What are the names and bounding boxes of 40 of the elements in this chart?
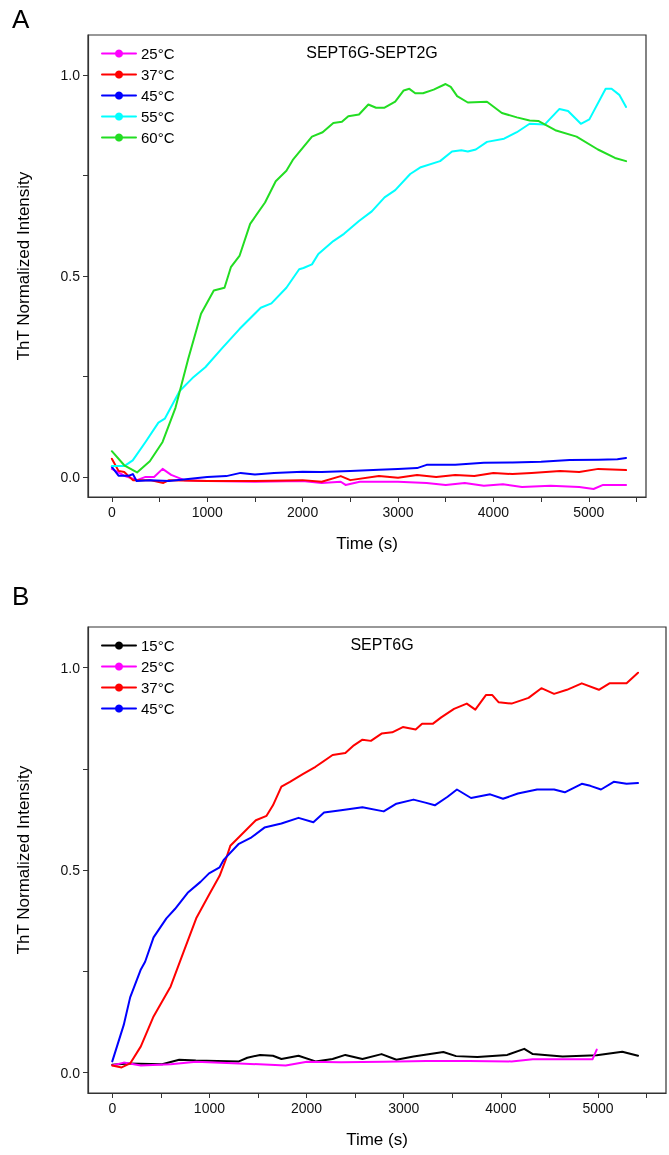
line-series (111, 1048, 598, 1067)
text: A (12, 4, 30, 34)
text: B (12, 581, 30, 611)
text: SEPT6G-SEPT2G (306, 43, 438, 61)
y-axis-title: ThT Normalized Intensity (14, 765, 33, 955)
x-tick-label: 1000 (191, 504, 224, 520)
y-tick-label: 0.0 (60, 1064, 81, 1081)
y-tick-label: 1.0 (60, 67, 81, 84)
x-axis-title: Time (s) (336, 534, 398, 553)
legend-label: 15°C (141, 637, 175, 654)
y-tick-label: 0.5 (60, 268, 81, 285)
x-tick-label: 4000 (485, 1100, 517, 1116)
x-tick-label: 1000 (193, 1100, 226, 1116)
y-axis-title: ThT Normalized Intensity (14, 171, 33, 361)
x-tick-label: 3000 (382, 504, 414, 520)
legend-label: 45°C (141, 700, 175, 717)
line-series (111, 671, 640, 1069)
legend-label: 25°C (141, 45, 175, 62)
x-tick-label: 0 (108, 1100, 117, 1116)
x-tick-label: 3000 (388, 1100, 420, 1116)
y-tick-label: 1.0 (60, 659, 81, 676)
x-tick-label: 0 (107, 504, 116, 520)
x-tick-label: 2000 (287, 504, 319, 520)
legend-label: 60°C (141, 129, 175, 146)
x-axis-title: Time (s) (346, 1130, 408, 1149)
x-tick-label: 5000 (582, 1100, 614, 1116)
legend-label: 55°C (141, 108, 175, 125)
line-series (111, 1047, 640, 1066)
y-tick-label: 0.0 (60, 468, 81, 485)
x-tick-label: 5000 (573, 504, 605, 520)
legend-label: 37°C (141, 679, 175, 696)
x-tick-label: 4000 (477, 504, 510, 520)
line-series (111, 780, 640, 1063)
y-tick-label: 0.5 (60, 862, 81, 879)
legend-label: 37°C (141, 66, 175, 83)
legend-label: 25°C (141, 658, 175, 675)
text: SEPT6G (350, 635, 414, 653)
legend-label: 45°C (141, 87, 175, 104)
line-series (110, 467, 628, 490)
x-tick-label: 2000 (290, 1100, 323, 1116)
